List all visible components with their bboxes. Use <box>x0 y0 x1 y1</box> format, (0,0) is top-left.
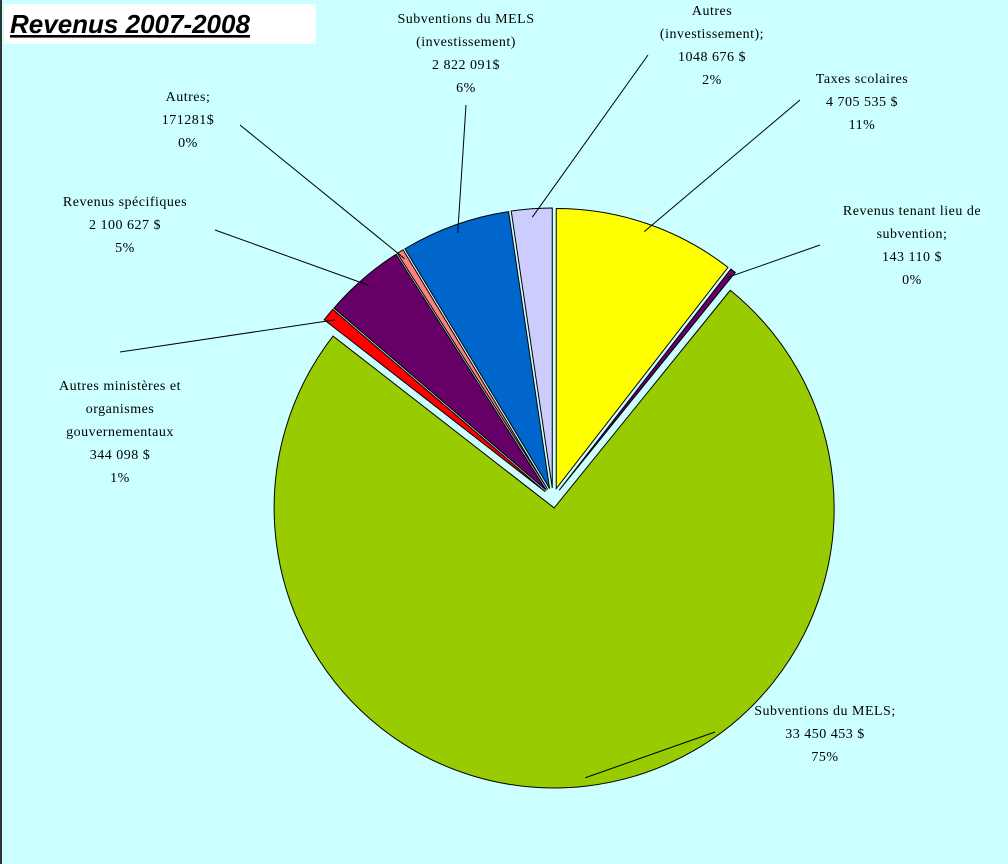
pie-slice <box>510 207 553 489</box>
pie-slice <box>323 308 546 493</box>
value-label: 344 098 $ <box>90 448 151 463</box>
percent-label: 1% <box>110 471 130 486</box>
pie-slice <box>333 253 547 491</box>
value-label: 171281$ <box>162 113 215 128</box>
percent-label: 2% <box>702 73 722 88</box>
leader-line <box>727 244 821 278</box>
slice-label: (investissement) <box>416 35 516 50</box>
leader-line <box>531 54 649 218</box>
slice-label: Revenus tenant lieu de <box>843 204 981 219</box>
leader-line <box>643 99 801 232</box>
leader-line <box>214 229 369 286</box>
value-label: 1048 676 $ <box>678 50 746 65</box>
percent-label: 5% <box>115 241 135 256</box>
slice-label: Autres ministères et <box>59 379 181 394</box>
slice-label: Revenus spécifiques <box>63 195 187 210</box>
slice-label: Taxes scolaires <box>816 72 908 87</box>
value-label: 2 100 627 $ <box>89 218 161 233</box>
slice-label: gouvernementaux <box>66 425 174 440</box>
pie-slice <box>558 268 737 491</box>
percent-label: 0% <box>902 273 922 288</box>
title-box <box>4 4 316 44</box>
pie-slice <box>555 208 729 490</box>
slice-label: Autres <box>692 4 732 19</box>
chart-title: Revenus 2007-2008 <box>10 9 250 39</box>
slice-label: subvention; <box>877 227 948 242</box>
percent-label: 11% <box>849 118 876 133</box>
slice-label: (investissement); <box>660 27 764 42</box>
value-label: 2 822 091$ <box>432 58 500 73</box>
value-label: 143 110 $ <box>882 250 942 265</box>
percent-label: 6% <box>456 81 476 96</box>
slice-label: Autres; <box>166 90 211 105</box>
percent-label: 75% <box>811 750 838 765</box>
pie-slice <box>273 289 835 789</box>
slice-label: Subventions du MELS <box>397 12 534 27</box>
leader-line <box>239 124 405 260</box>
leader-line <box>119 319 335 353</box>
pie-slice <box>404 211 551 489</box>
percent-label: 0% <box>178 136 198 151</box>
value-label: 4 705 535 $ <box>826 95 898 110</box>
leader-line <box>585 731 716 779</box>
leader-line <box>457 104 467 234</box>
slice-label: organismes <box>86 402 155 417</box>
value-label: 33 450 453 $ <box>785 727 865 742</box>
slice-label: Subventions du MELS; <box>754 704 895 719</box>
